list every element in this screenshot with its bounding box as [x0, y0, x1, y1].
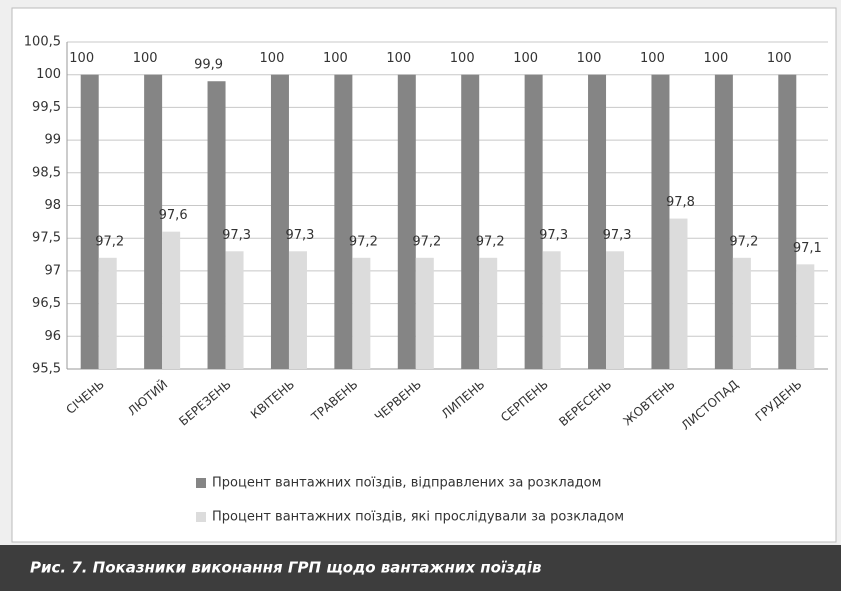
data-label: 100 — [69, 51, 94, 66]
data-label: 100 — [260, 51, 285, 66]
data-label: 100 — [640, 51, 665, 66]
legend-swatch — [196, 512, 206, 522]
bar — [588, 74, 607, 369]
y-tick-label: 97 — [44, 263, 61, 278]
bar — [288, 251, 307, 369]
legend-label: Процент вантажних поїздів, відправлених … — [212, 476, 601, 491]
caption: Рис. 7. Показники виконання ГРП щодо ван… — [30, 559, 542, 577]
data-label: 100 — [450, 51, 475, 66]
data-label: 97,2 — [412, 234, 441, 249]
bar — [144, 74, 163, 369]
bar — [270, 74, 289, 369]
data-label: 100 — [323, 51, 348, 66]
legend-label: Процент вантажних поїздів, які прослідув… — [212, 510, 624, 525]
bar — [207, 81, 226, 370]
bar — [162, 231, 181, 369]
y-tick-label: 97,5 — [32, 231, 61, 246]
data-label: 99,9 — [194, 58, 223, 73]
data-label: 97,3 — [603, 228, 632, 243]
y-tick-label: 99 — [44, 133, 61, 148]
bar — [461, 74, 480, 369]
data-label: 97,6 — [159, 208, 188, 223]
data-label: 97,1 — [793, 241, 822, 256]
y-tick-label: 98 — [44, 198, 61, 213]
caption-bar — [0, 545, 841, 591]
bar — [479, 257, 498, 369]
data-label: 100 — [577, 51, 602, 66]
y-tick-label: 95,5 — [32, 362, 61, 377]
data-label: 97,2 — [95, 234, 124, 249]
data-label: 100 — [767, 51, 792, 66]
data-label: 97,8 — [666, 195, 695, 210]
bar — [778, 74, 797, 369]
legend-swatch — [196, 478, 206, 488]
y-tick-label: 96,5 — [32, 296, 61, 311]
y-tick-label: 96 — [44, 329, 61, 344]
bar — [796, 264, 815, 369]
bar — [225, 251, 244, 369]
bar — [606, 251, 625, 369]
bar — [397, 74, 416, 369]
bar — [732, 257, 751, 369]
bar — [669, 218, 688, 369]
bar — [80, 74, 99, 369]
bar — [98, 257, 117, 369]
y-tick-label: 98,5 — [32, 165, 61, 180]
data-label: 100 — [386, 51, 411, 66]
y-tick-label: 100,5 — [24, 35, 61, 50]
data-label: 97,2 — [729, 234, 758, 249]
data-label: 97,3 — [539, 228, 568, 243]
y-tick-label: 100 — [36, 67, 61, 82]
y-tick-label: 99,5 — [32, 100, 61, 115]
bar — [334, 74, 353, 369]
bar — [714, 74, 733, 369]
data-label: 97,2 — [349, 234, 378, 249]
data-label: 97,2 — [476, 234, 505, 249]
bar — [542, 251, 561, 369]
data-label: 100 — [703, 51, 728, 66]
bar — [524, 74, 543, 369]
bar — [651, 74, 670, 369]
data-label: 97,3 — [285, 228, 314, 243]
data-label: 97,3 — [222, 228, 251, 243]
data-label: 100 — [513, 51, 538, 66]
data-label: 100 — [133, 51, 158, 66]
bar — [352, 257, 371, 369]
bar — [415, 257, 434, 369]
